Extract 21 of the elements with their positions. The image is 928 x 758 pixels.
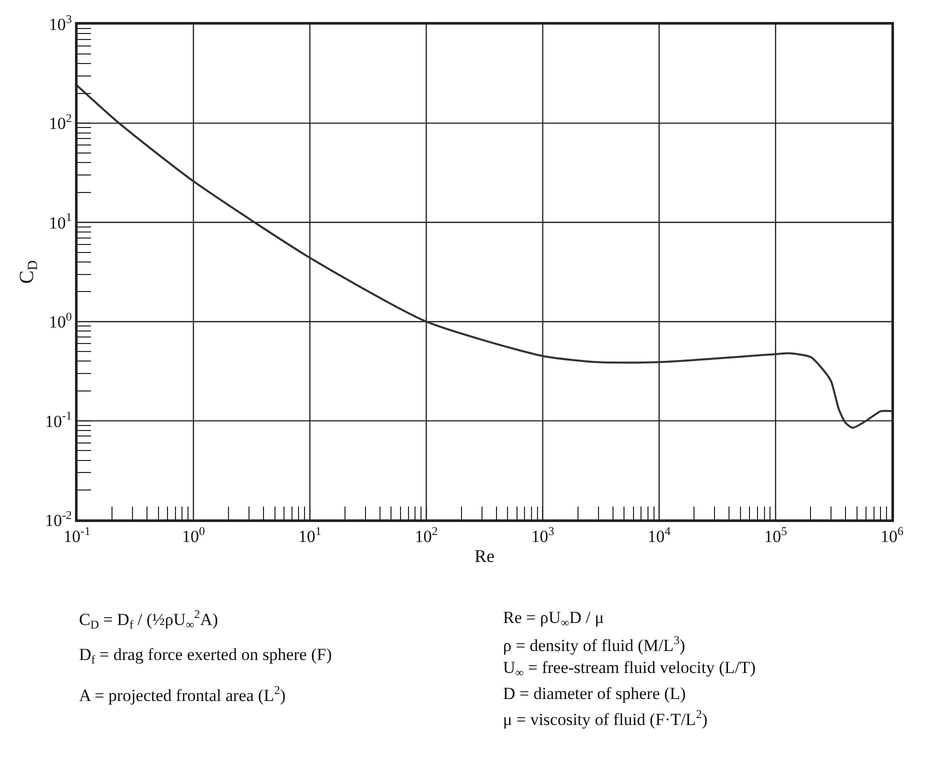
x-tick-label: 10$^{1}$ — [298, 524, 322, 546]
x-tick-label: 10$^{4}$ — [648, 524, 671, 546]
y-tick-label: 10$^{0}$ — [48, 309, 72, 332]
y-tick-label: 10$^{3}$ — [48, 12, 72, 34]
text: D = diameter of sphere (L) — [503, 684, 686, 703]
x-axis-title: Re — [474, 546, 495, 566]
y-tick-label: 10$^{2}$ — [48, 111, 72, 134]
text: C$_{D}$ = D$_{f}$ / (½ρU$_{∞}$$^{2}$A) — [79, 607, 218, 632]
text: ρ = density of fluid (M/L$^{3}$) — [503, 633, 686, 656]
x-tick-label: 10$^{3}$ — [531, 524, 554, 546]
x-tick-label: 10$^{5}$ — [764, 524, 788, 546]
text: D$_{f}$ = drag force exerted on sphere (F) — [79, 645, 332, 667]
text: A = projected frontal area (L$^{2}$) — [79, 683, 286, 706]
text: U$_{∞}$ = free-stream fluid velocity (L/T) — [503, 658, 756, 680]
x-tick-label: 10$^{2}$ — [414, 524, 438, 546]
text: Re = ρU$_{∞}$D / μ — [503, 608, 604, 630]
y-tick-label: 10$^{-1}$ — [44, 408, 72, 431]
text: μ = viscosity of fluid (F·T/L$^{2}$) — [503, 707, 708, 730]
x-tick-label: 10$^{0}$ — [182, 524, 205, 546]
y-tick-label: 10$^{1}$ — [48, 210, 72, 232]
x-tick-label: 10$^{6}$ — [880, 524, 904, 546]
